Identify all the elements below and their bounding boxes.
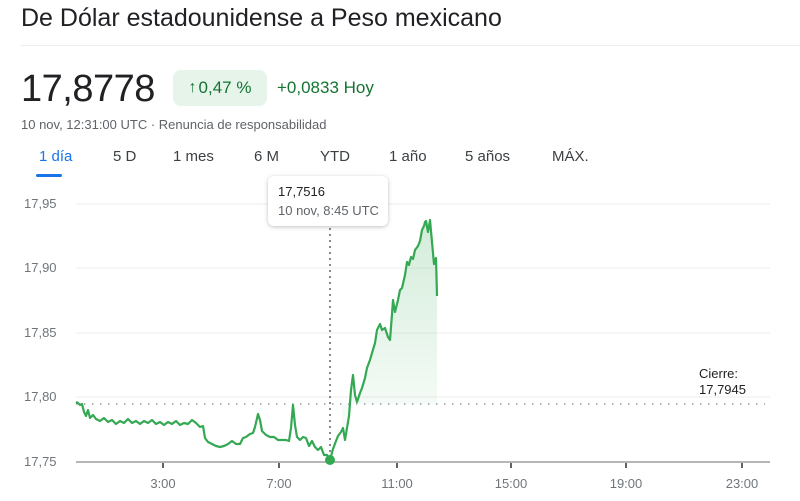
y-tick-label: 17,95 (24, 196, 57, 211)
y-tick-label: 17,90 (24, 260, 57, 275)
tab-1-day[interactable]: 1 día (39, 148, 73, 165)
price-line (75, 218, 439, 462)
tab-5-years[interactable]: 5 años (465, 148, 511, 165)
disclaimer-link[interactable]: Renuncia de responsabilidad (158, 117, 327, 132)
quote-timestamp: 10 nov, 12:31:00 UTC (21, 117, 148, 132)
x-ticks (162, 463, 743, 468)
change-percent-badge: ↑ 0,47 % (173, 70, 267, 106)
x-tick-label: 7:00 (266, 476, 292, 491)
tooltip-value: 17,7516 (278, 184, 325, 199)
y-tick-label: 17,80 (24, 389, 57, 404)
tab-1-month[interactable]: 1 mes (173, 148, 214, 165)
tab-1-year[interactable]: 1 año (389, 148, 427, 165)
change-percent-value: 0,47 % (198, 78, 252, 97)
tab-ytd[interactable]: YTD (320, 148, 350, 165)
x-tick-label: 15:00 (494, 476, 528, 491)
range-tabs: 1 día 5 D 1 mes 6 M YTD 1 año 5 años MÁX… (0, 145, 800, 177)
header-divider (21, 45, 800, 46)
y-tick-label: 17,75 (24, 454, 57, 469)
meta-separator: · (147, 117, 159, 132)
x-tick-label: 11:00 (381, 476, 413, 491)
close-label: Cierre: 17,7945 (699, 366, 746, 398)
area-fill (342, 218, 437, 440)
active-tab-indicator (36, 174, 62, 177)
highlight-point-marker (325, 455, 335, 465)
close-label-title: Cierre: (699, 366, 739, 381)
x-tick-label: 19:00 (609, 476, 643, 491)
tab-6-months[interactable]: 6 M (254, 148, 280, 165)
arrow-up-icon: ↑ (188, 79, 197, 96)
close-label-value: 17,7945 (699, 382, 746, 397)
quote-meta: 10 nov, 12:31:00 UTC · Renuncia de respo… (21, 117, 326, 132)
tab-max[interactable]: MÁX. (552, 148, 589, 165)
tooltip-time: 10 nov, 8:45 UTC (278, 203, 379, 218)
current-price: 17,8778 (21, 68, 155, 110)
x-tick-label: 3:00 (150, 476, 176, 491)
hover-tooltip: 17,7516 10 nov, 8:45 UTC (268, 176, 388, 226)
y-tick-label: 17,85 (24, 325, 57, 340)
tab-5-days[interactable]: 5 D (113, 148, 137, 165)
x-tick-label: 23:00 (725, 476, 759, 491)
page-title: De Dólar estadounidense a Peso mexicano (21, 4, 502, 32)
change-absolute: +0,0833 Hoy (277, 78, 374, 97)
